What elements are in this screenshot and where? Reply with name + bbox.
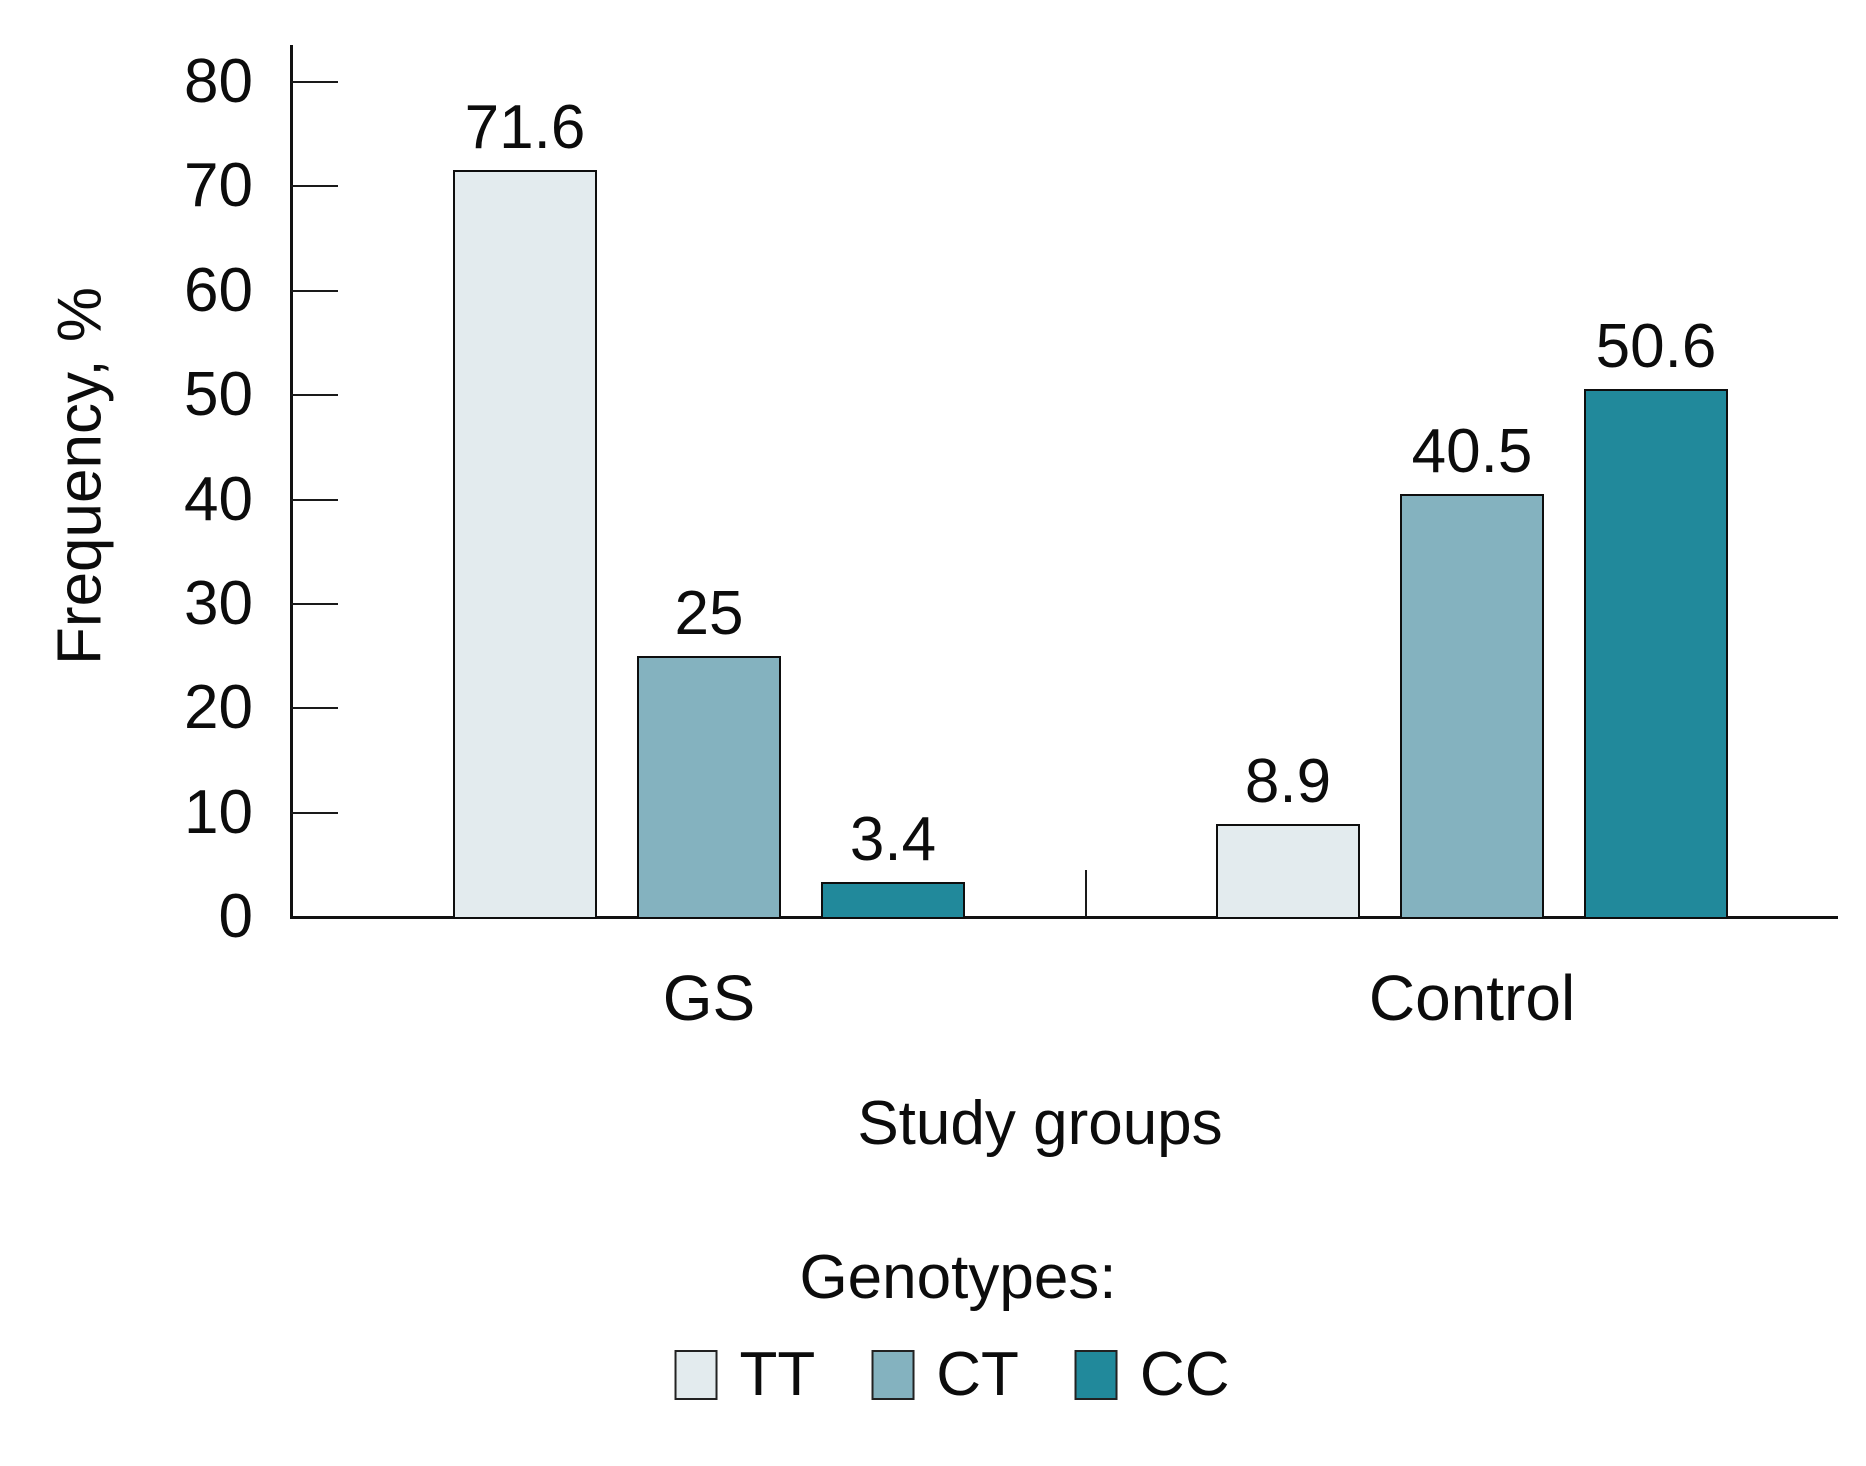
y-tick	[291, 185, 338, 188]
category-label-gs: GS	[662, 962, 756, 1034]
y-tick-label: 0	[218, 882, 253, 951]
legend-item-ct: CT	[871, 1344, 1019, 1406]
y-tick-label: 80	[184, 47, 253, 116]
y-tick	[291, 602, 338, 605]
legend-item-tt: TT	[674, 1340, 816, 1409]
y-tick-label: 60	[184, 255, 253, 325]
bar-control-cc	[1584, 388, 1728, 919]
bar-gs-cc	[821, 881, 965, 919]
bar-value-label: 50.6	[1595, 311, 1717, 381]
y-tick-label: 10	[184, 777, 253, 847]
legend: TT CT CC	[674, 1340, 1230, 1409]
legend-label-cc: CC	[1139, 1340, 1230, 1409]
bar-value-label: 71.6	[464, 92, 586, 162]
bar-value-label: 25	[674, 579, 744, 649]
y-tick	[291, 289, 338, 292]
legend-swatch-cc	[1074, 1350, 1118, 1400]
y-tick	[291, 498, 338, 501]
y-tick-label: 70	[184, 151, 253, 221]
y-tick	[291, 707, 338, 710]
bar-control-ct	[1400, 494, 1544, 919]
y-tick-label: 50	[184, 360, 253, 430]
y-tick	[291, 811, 338, 814]
legend-item-cc: CC	[1074, 1340, 1230, 1409]
bar-control-tt	[1216, 824, 1360, 919]
category-label-control: Control	[1368, 962, 1576, 1034]
y-tick-label: 40	[184, 464, 253, 534]
x-axis-line	[290, 916, 1838, 919]
legend-swatch-ct	[871, 1350, 915, 1400]
y-tick-label: 20	[184, 673, 253, 743]
bar-gs-ct	[637, 656, 781, 919]
y-tick	[291, 394, 338, 397]
y-axis-title: Frequency, %	[45, 287, 115, 665]
legend-label-tt: TT	[739, 1340, 816, 1409]
y-axis-line	[290, 45, 293, 919]
bar-value-label: 3.4	[849, 804, 937, 874]
x-axis-title: Study groups	[857, 1089, 1223, 1158]
y-tick	[291, 81, 338, 83]
x-tick	[1085, 870, 1087, 917]
legend-swatch-tt	[674, 1350, 718, 1400]
bar-gs-tt	[453, 169, 597, 919]
legend-title: Genotypes:	[799, 1243, 1117, 1312]
legend-label-ct: CT	[936, 1340, 1019, 1409]
bar-value-label: 40.5	[1411, 417, 1533, 487]
y-tick-label: 30	[184, 568, 253, 638]
bar-value-label: 8.9	[1244, 747, 1332, 817]
